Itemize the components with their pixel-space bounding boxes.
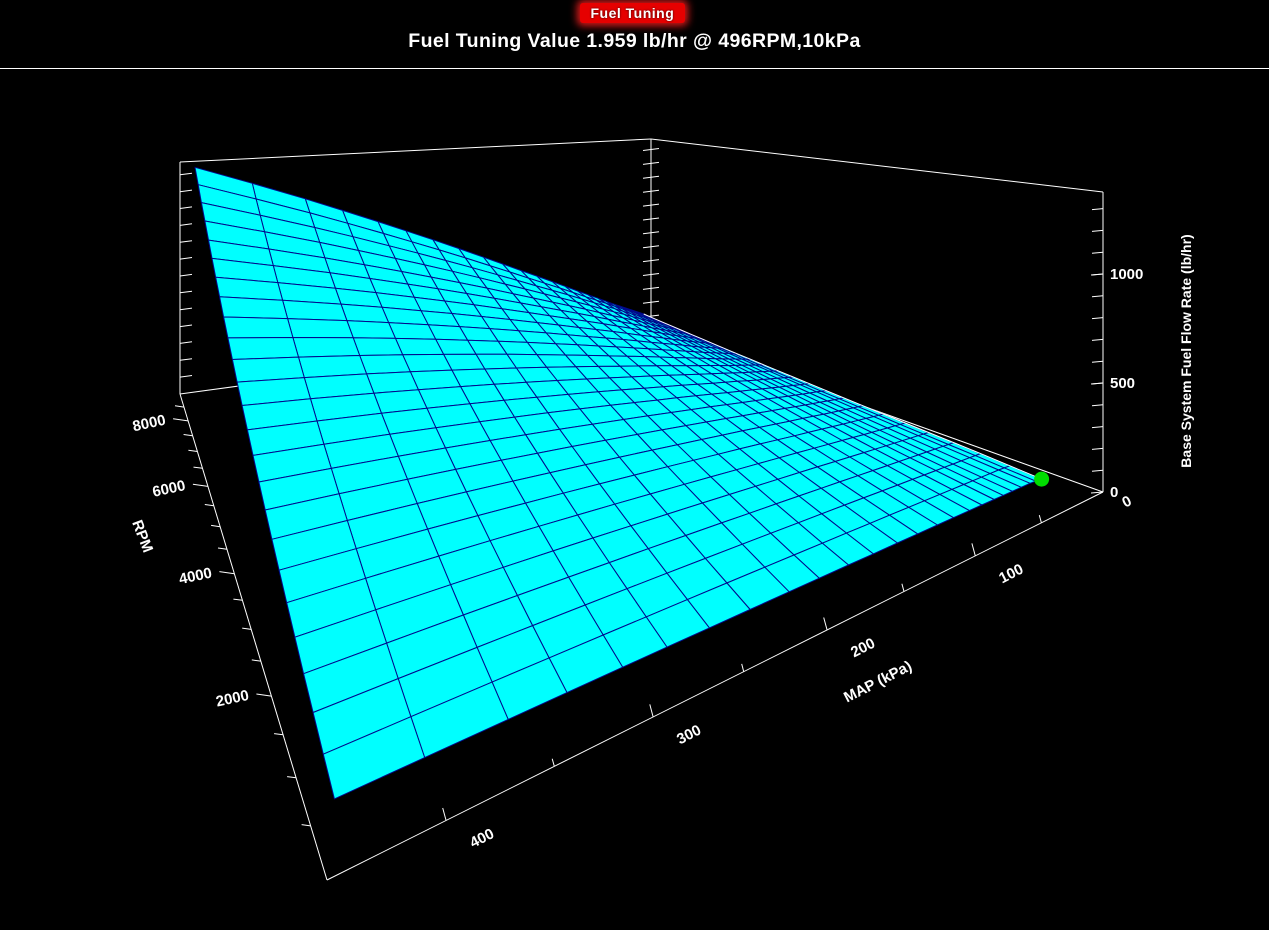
svg-text:2000: 2000 [214, 687, 250, 711]
svg-text:6000: 6000 [151, 477, 187, 501]
fuel-tuning-badge: Fuel Tuning [579, 3, 686, 23]
svg-text:0: 0 [1119, 493, 1134, 512]
svg-text:1000: 1000 [1110, 266, 1143, 283]
svg-text:200: 200 [848, 635, 878, 662]
svg-text:MAP (kPa): MAP (kPa) [841, 658, 915, 707]
svg-text:RPM: RPM [128, 518, 156, 555]
title-divider [0, 68, 1269, 69]
svg-text:300: 300 [674, 722, 704, 749]
svg-text:8000: 8000 [131, 412, 167, 436]
page-title: Fuel Tuning Value 1.959 lb/hr @ 496RPM,1… [408, 30, 861, 52]
svg-text:4000: 4000 [177, 565, 213, 589]
svg-text:400: 400 [467, 825, 497, 852]
svg-text:100: 100 [996, 561, 1026, 588]
svg-text:500: 500 [1110, 375, 1135, 392]
svg-text:Base System Fuel Flow Rate (lb: Base System Fuel Flow Rate (lb/hr) [1178, 234, 1194, 467]
tuning-point-marker[interactable] [1034, 471, 1050, 487]
fuel-surface-mesh [194, 166, 1043, 800]
svg-text:0: 0 [1110, 484, 1118, 501]
